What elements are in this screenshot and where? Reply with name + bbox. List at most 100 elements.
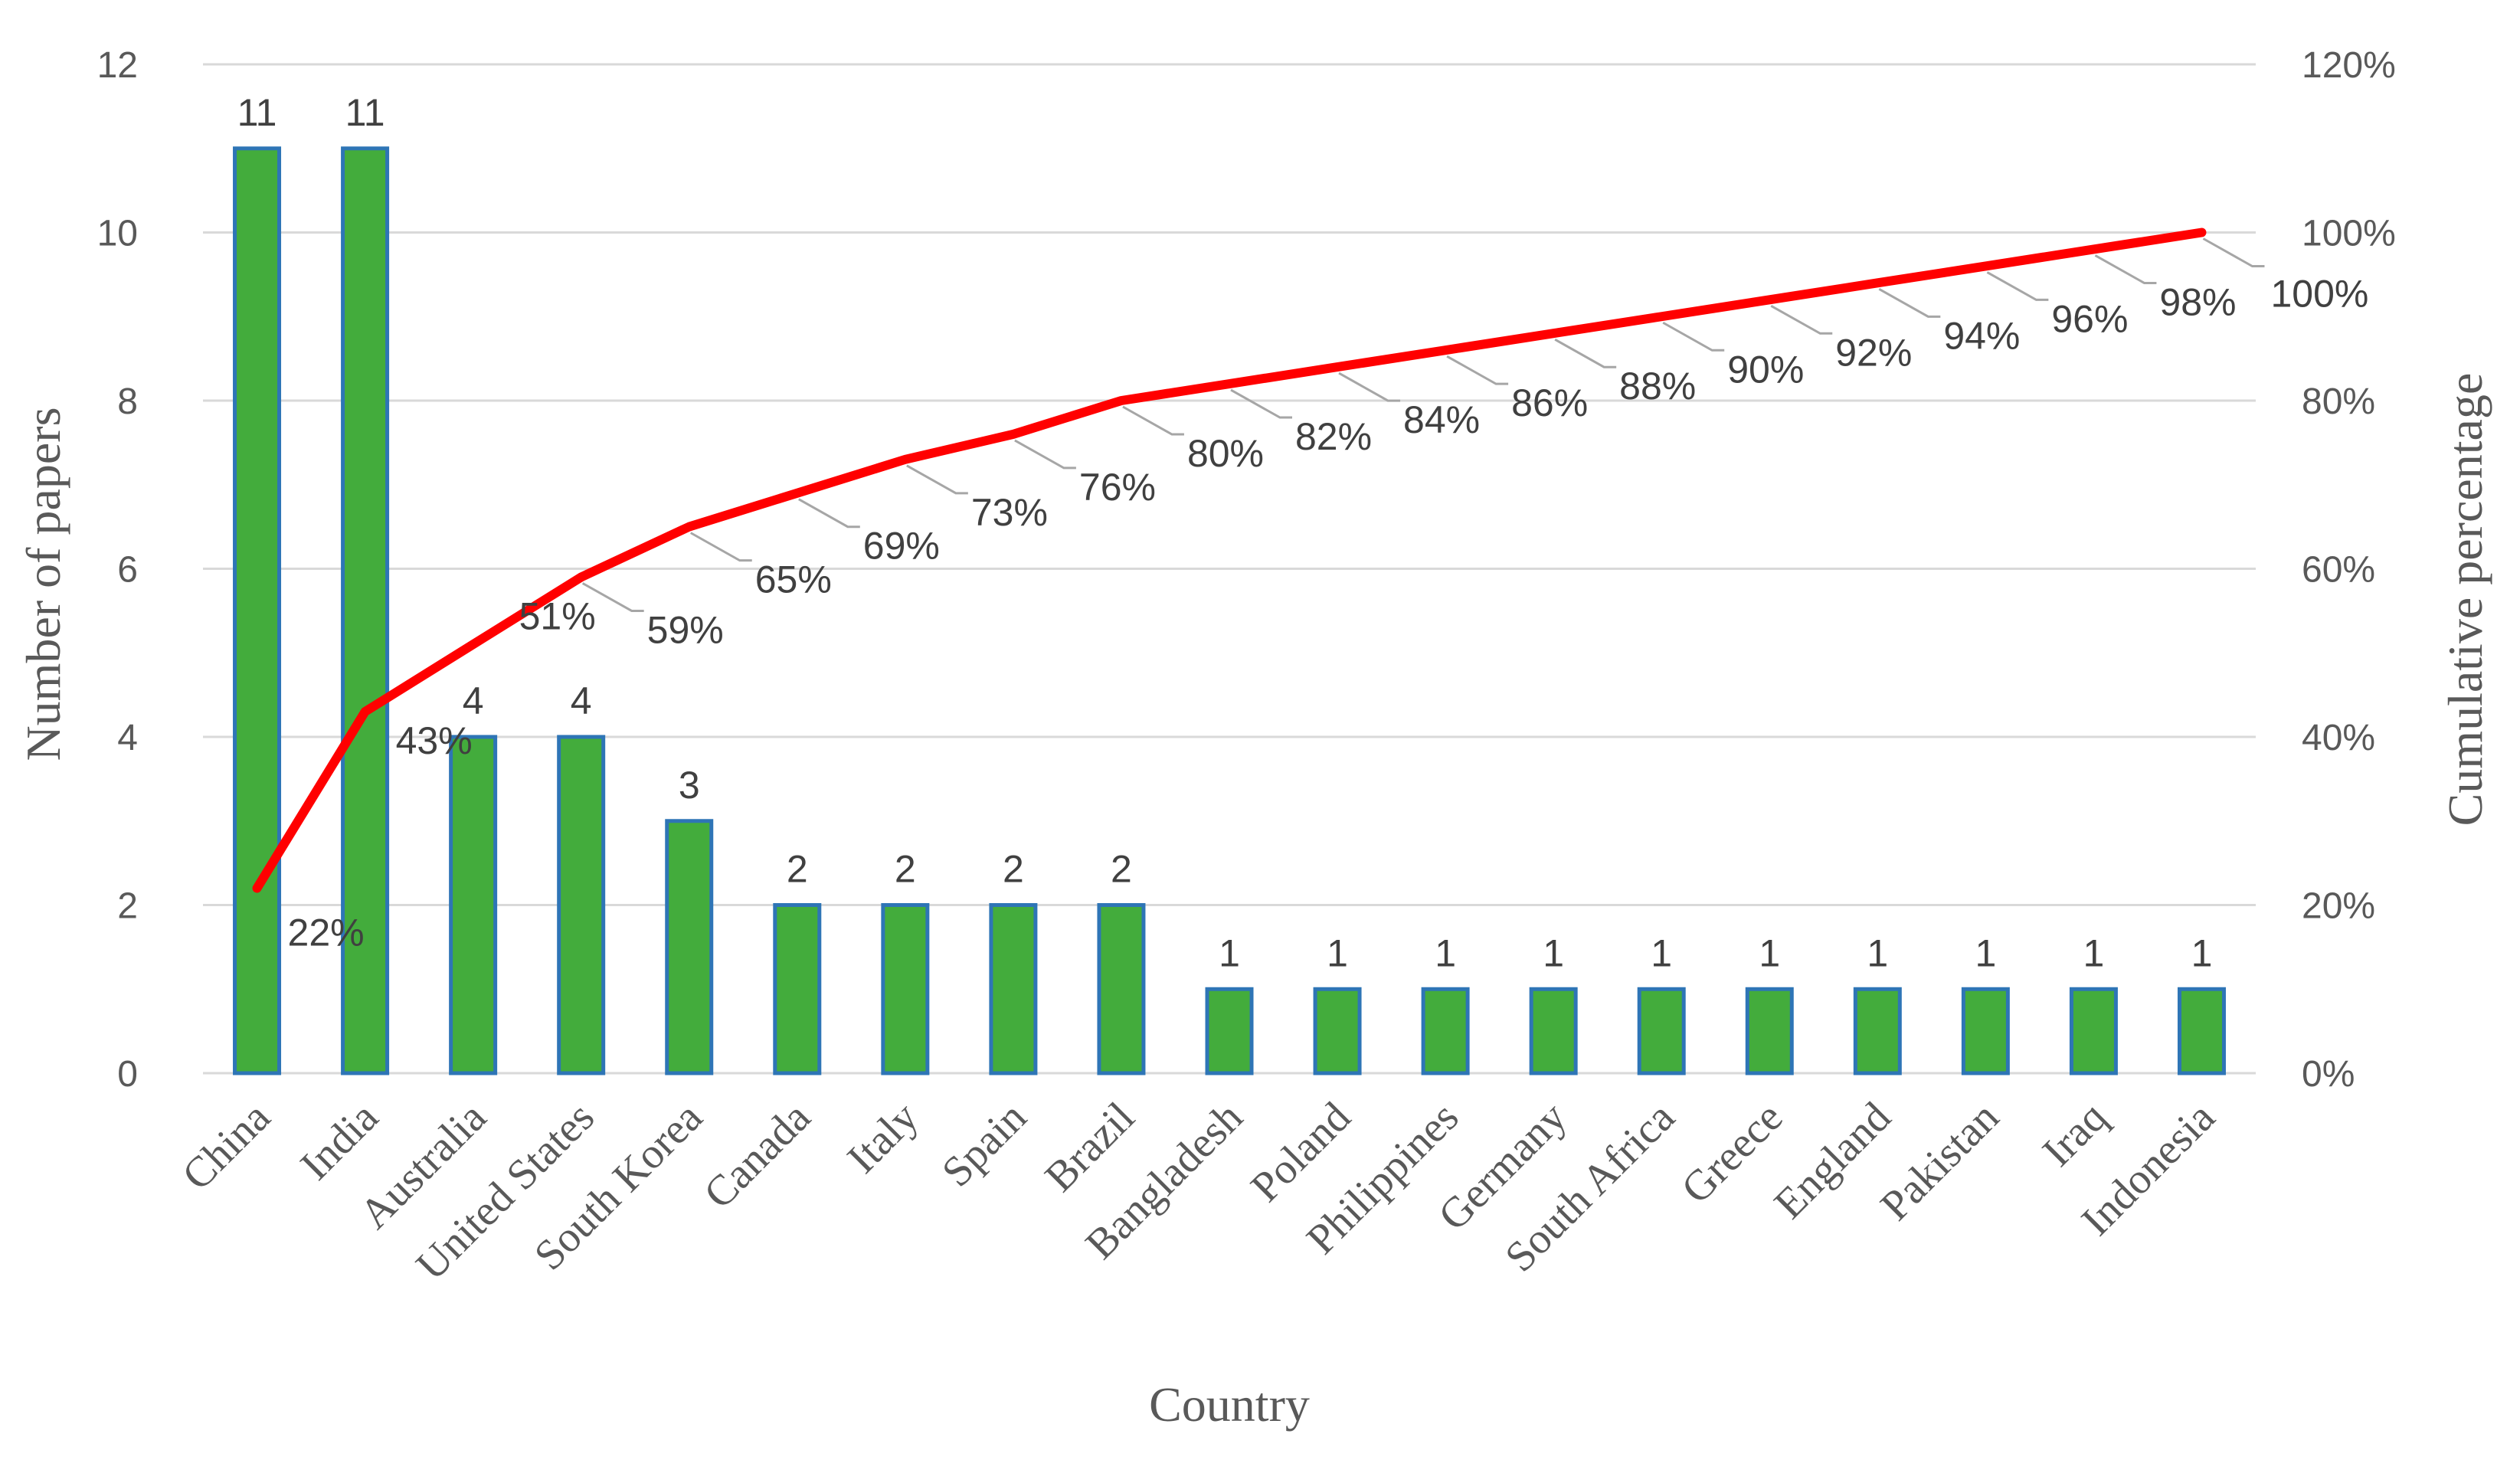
bar bbox=[1313, 987, 1362, 1075]
leader-line bbox=[1230, 388, 1292, 419]
cumulative-data-label: 98% bbox=[2159, 280, 2236, 323]
bar bbox=[233, 146, 282, 1075]
cumulative-data-label: 84% bbox=[1403, 398, 1480, 441]
cumulative-data-label: 100% bbox=[2270, 273, 2368, 316]
bar-data-label: 1 bbox=[1975, 931, 1996, 974]
leader-line bbox=[1446, 355, 1509, 385]
leader-line bbox=[581, 582, 644, 612]
y-tick-label: 6 bbox=[117, 550, 138, 591]
leader-line bbox=[2202, 237, 2265, 267]
leader-lines bbox=[581, 237, 2265, 612]
bar-data-label: 2 bbox=[895, 848, 916, 891]
y2-tick-label: 0% bbox=[2302, 1054, 2355, 1095]
category-label: Spain bbox=[933, 1093, 1036, 1196]
bar-data-label: 1 bbox=[1435, 931, 1456, 974]
y2-tick-label: 60% bbox=[2302, 550, 2375, 591]
bar bbox=[665, 819, 714, 1075]
bar bbox=[1745, 987, 1794, 1075]
leader-line bbox=[690, 532, 752, 562]
right-axis-ticks: 0% 20% 40% 60% 80% 100% 120% bbox=[2302, 45, 2396, 1095]
cumulative-line-series bbox=[252, 228, 2207, 893]
bar bbox=[1961, 987, 2010, 1075]
category-label: Iraq bbox=[2034, 1093, 2116, 1176]
bar bbox=[557, 735, 606, 1075]
category-label: India bbox=[292, 1093, 388, 1189]
cumulative-line bbox=[252, 228, 2207, 893]
bar bbox=[1097, 903, 1146, 1075]
leader-line bbox=[1662, 321, 1725, 352]
cumulative-data-label: 88% bbox=[1619, 365, 1696, 408]
bar-data-label: 1 bbox=[2191, 931, 2213, 974]
bar-data-label: 1 bbox=[1219, 931, 1240, 974]
bar-data-labels: 11 114 432 2 2 21 1 1 1 1 1 1 1 1 1 bbox=[237, 91, 2213, 975]
bar-data-label: 1 bbox=[2083, 931, 2105, 974]
leader-line bbox=[1014, 439, 1076, 470]
bar-data-label: 11 bbox=[237, 91, 277, 134]
y2-tick-label: 80% bbox=[2302, 381, 2375, 422]
cumulative-data-label: 90% bbox=[1727, 348, 1804, 391]
bar-data-label: 2 bbox=[787, 848, 808, 891]
y2-tick-label: 40% bbox=[2302, 718, 2375, 758]
y2-tick-label: 120% bbox=[2302, 45, 2396, 86]
category-label: England bbox=[1766, 1093, 1900, 1228]
bar-data-label: 2 bbox=[1111, 848, 1132, 891]
bar bbox=[1853, 987, 1902, 1075]
bar-data-label: 2 bbox=[1003, 848, 1024, 891]
cumulative-data-label: 82% bbox=[1295, 415, 1372, 458]
leader-line bbox=[1986, 271, 2049, 301]
bar bbox=[2177, 987, 2226, 1075]
category-label: Canada bbox=[695, 1093, 820, 1218]
bar-data-label: 1 bbox=[1867, 931, 1888, 974]
cumulative-data-label: 94% bbox=[1943, 314, 2020, 357]
bar bbox=[1529, 987, 1578, 1075]
bar-data-label: 4 bbox=[571, 679, 592, 722]
cumulative-data-label: 80% bbox=[1187, 432, 1264, 475]
bar-data-label: 11 bbox=[345, 91, 385, 134]
cumulative-data-label: 92% bbox=[1835, 331, 1912, 374]
cumulative-data-label: 76% bbox=[1079, 466, 1156, 509]
leader-line bbox=[1770, 304, 1833, 335]
cumulative-data-label: 86% bbox=[1511, 381, 1588, 424]
bar bbox=[989, 903, 1038, 1075]
y-tick-label: 8 bbox=[117, 381, 138, 422]
category-label: Italy bbox=[839, 1093, 928, 1182]
bar bbox=[773, 903, 822, 1075]
y-tick-label: 0 bbox=[117, 1054, 138, 1095]
y2-tick-label: 100% bbox=[2302, 214, 2396, 254]
y-tick-label: 4 bbox=[117, 718, 138, 758]
bar bbox=[1421, 987, 1470, 1075]
y-axis-title: Number of papers bbox=[16, 407, 70, 761]
bar-data-label: 1 bbox=[1543, 931, 1564, 974]
cumulative-data-label: 22% bbox=[288, 912, 365, 954]
y-tick-label: 10 bbox=[97, 214, 138, 254]
bar bbox=[881, 903, 930, 1075]
bar bbox=[1205, 987, 1254, 1075]
y-tick-label: 12 bbox=[97, 45, 138, 86]
cumulative-data-label: 51% bbox=[519, 594, 596, 637]
y2-tick-label: 20% bbox=[2302, 886, 2375, 927]
y-tick-label: 2 bbox=[117, 886, 138, 927]
y2-axis-title: Cumulative percentage bbox=[2438, 373, 2492, 827]
bar-data-label: 4 bbox=[463, 679, 484, 722]
leader-line bbox=[1554, 338, 1617, 368]
gridlines bbox=[203, 63, 2256, 1075]
bar-data-label: 1 bbox=[1327, 931, 1348, 974]
bar bbox=[449, 735, 498, 1075]
x-axis-title: Country bbox=[1149, 1377, 1310, 1432]
cumulative-data-label: 96% bbox=[2051, 297, 2128, 340]
category-label: Pakistan bbox=[1872, 1093, 2008, 1229]
bar-data-label: 1 bbox=[1651, 931, 1672, 974]
bar-data-label: 1 bbox=[1759, 931, 1780, 974]
leader-line bbox=[798, 498, 860, 529]
bar-data-label: 3 bbox=[679, 764, 700, 807]
leader-line bbox=[1122, 405, 1184, 436]
leader-line bbox=[1338, 372, 1401, 402]
category-label: China bbox=[173, 1093, 280, 1200]
leader-line bbox=[1878, 288, 1941, 318]
bar-series bbox=[233, 146, 2226, 1075]
leader-line bbox=[2094, 254, 2157, 284]
bar bbox=[1637, 987, 1686, 1075]
cumulative-data-label: 73% bbox=[971, 491, 1048, 534]
